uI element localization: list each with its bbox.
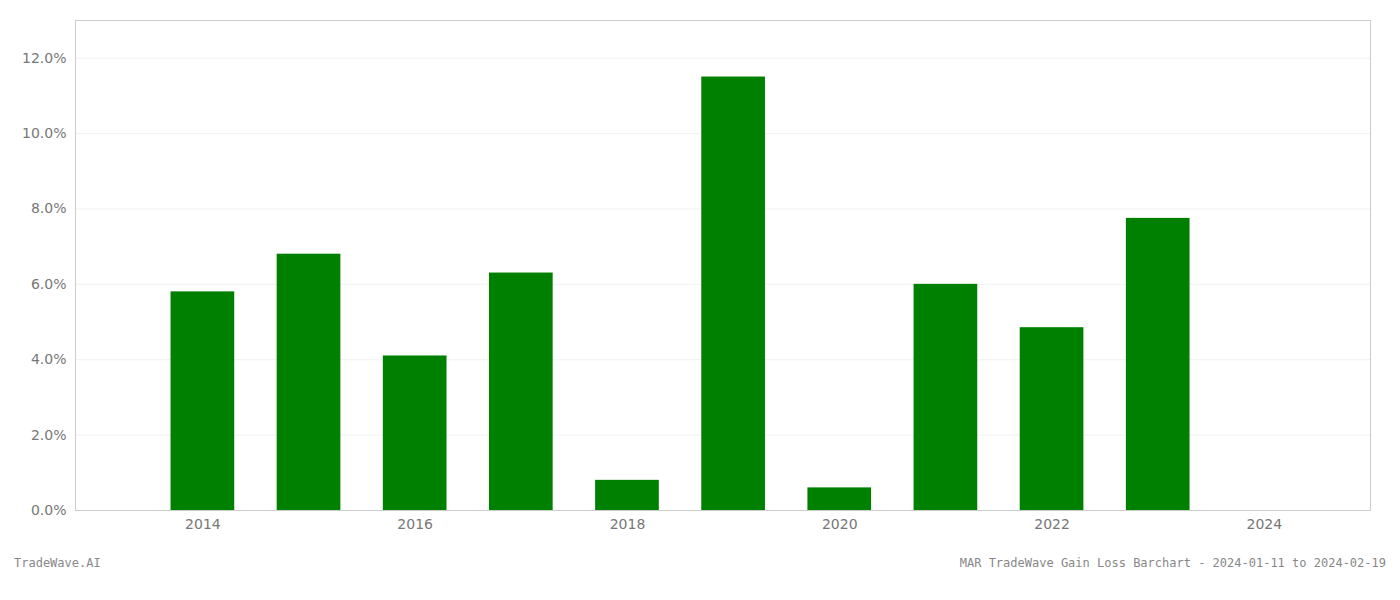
svg-text:2020: 2020 — [822, 516, 858, 532]
svg-text:4.0%: 4.0% — [31, 351, 67, 367]
svg-text:2024: 2024 — [1247, 516, 1283, 532]
svg-text:6.0%: 6.0% — [31, 276, 67, 292]
html-text:MAR TradeWave Gain Loss Barcha: MAR TradeWave Gain Loss Barchart - 2024-… — [959, 556, 1386, 570]
svg-text:10.0%: 10.0% — [22, 125, 66, 141]
svg-text:12.0%: 12.0% — [22, 50, 66, 66]
svg-text:2018: 2018 — [610, 516, 646, 532]
svg-text:0.0%: 0.0% — [31, 502, 67, 518]
svg-text:2.0%: 2.0% — [31, 427, 67, 443]
svg-text:2016: 2016 — [397, 516, 433, 532]
html-text:TradeWave.AI: TradeWave.AI — [14, 556, 101, 570]
svg-text:2022: 2022 — [1034, 516, 1070, 532]
svg-text:2014: 2014 — [185, 516, 221, 532]
svg-text:8.0%: 8.0% — [31, 200, 67, 216]
